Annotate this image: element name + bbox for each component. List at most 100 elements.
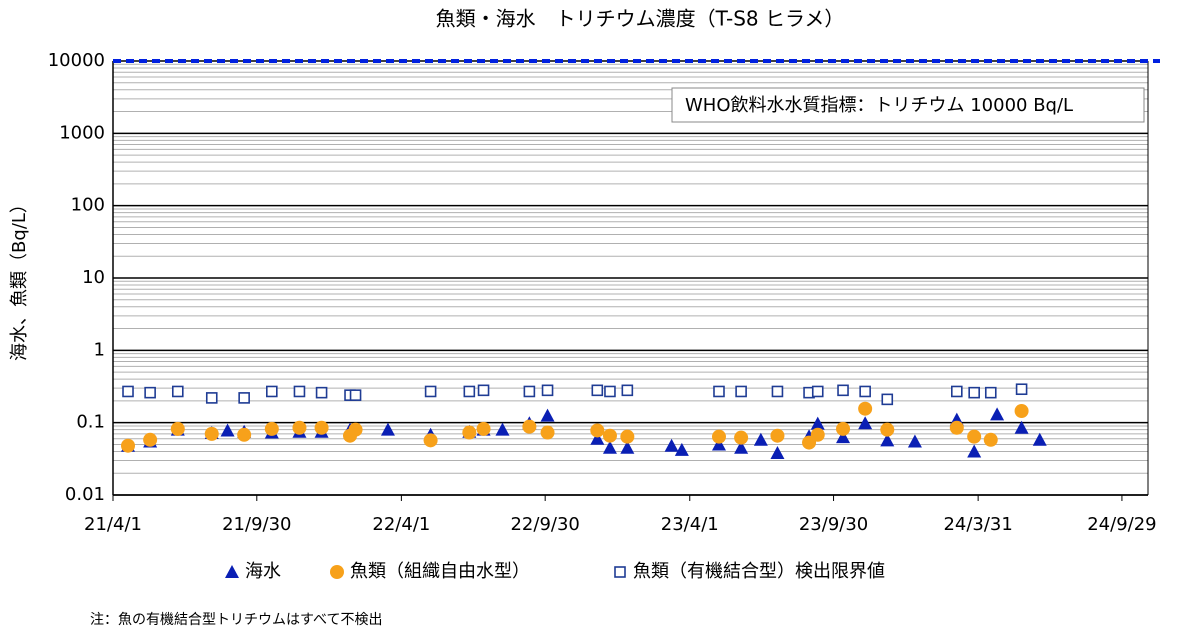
chart-title: 魚類・海水 トリチウム濃度（T-S8 ヒラメ） [436, 7, 845, 31]
square-marker [238, 392, 250, 404]
x-tick-label: 23/9/30 [799, 514, 868, 535]
triangle-marker [380, 422, 395, 436]
circle-marker [734, 430, 749, 445]
annotation: WHO飲料水水質指標：トリチウム 10000 Bq/L [685, 95, 1073, 116]
triangle-marker [734, 440, 749, 454]
circle-marker [967, 429, 982, 444]
square-marker [424, 385, 437, 398]
circle-marker [237, 427, 252, 442]
circle-marker [540, 425, 555, 440]
circle-marker [314, 420, 329, 435]
circle-marker [770, 428, 785, 443]
square-marker [144, 386, 156, 399]
x-tick-label: 24/9/29 [1087, 514, 1156, 535]
triangle-marker [220, 423, 235, 437]
circle-marker [949, 420, 964, 435]
triangle-marker [967, 444, 982, 458]
square-marker [771, 385, 784, 398]
triangle-marker [602, 440, 617, 454]
y-tick-label: 0.01 [65, 484, 105, 505]
square-marker [859, 385, 871, 398]
circle-marker [836, 421, 851, 436]
circle-marker [858, 401, 873, 416]
circle-marker [983, 432, 998, 447]
square-marker [614, 566, 626, 578]
square-marker [315, 386, 328, 399]
triangle-marker [836, 430, 851, 444]
square-marker [171, 385, 184, 398]
x-tick-label: 21/9/30 [222, 514, 291, 535]
triangle-marker [880, 433, 895, 447]
circle-marker [590, 423, 605, 438]
y-tick-label: 1 [94, 339, 105, 360]
circle-marker [522, 419, 537, 434]
x-tick-label: 22/9/30 [510, 514, 579, 535]
triangle-marker [1032, 432, 1047, 446]
square-marker [463, 385, 476, 398]
y-axis-label: 海水、魚類（Bq/L） [9, 195, 30, 361]
square-marker [477, 384, 490, 397]
x-tick-label: 24/3/31 [943, 514, 1012, 535]
square-marker [1015, 383, 1028, 396]
circle-marker [330, 565, 344, 579]
square-marker [968, 386, 980, 399]
annotation-box [671, 87, 1145, 123]
triangle-marker [753, 432, 768, 446]
square-marker [293, 385, 306, 398]
y-tick-label: 0.1 [76, 412, 105, 433]
circle-marker [1014, 403, 1029, 418]
triangle-marker [620, 440, 635, 454]
triangle-marker [1014, 420, 1029, 434]
square-marker [541, 384, 554, 397]
triangle-marker [495, 422, 510, 436]
x-tick-label: 21/4/1 [84, 514, 142, 535]
circle-marker [143, 432, 158, 447]
circle-marker [810, 427, 825, 442]
square-marker [811, 385, 824, 398]
y-tick-label: 1000 [59, 122, 105, 143]
triangle-marker [858, 416, 873, 430]
triangle-marker [674, 442, 689, 456]
triangle-marker [225, 565, 239, 578]
circle-marker [620, 429, 635, 444]
triangle-marker [770, 446, 785, 460]
square-marker [205, 392, 218, 404]
x-tick-label: 22/4/1 [372, 514, 430, 535]
circle-marker [121, 438, 136, 453]
square-marker [523, 385, 536, 398]
triangle-marker [711, 437, 726, 451]
square-marker [621, 384, 634, 397]
y-tick-label: 100 [71, 195, 105, 216]
circle-marker [462, 425, 477, 440]
circle-marker [476, 421, 491, 436]
legend-label: 魚類（組織自由水型） [350, 561, 530, 582]
circle-marker [170, 421, 185, 436]
square-marker [837, 384, 849, 397]
triangle-marker [990, 407, 1005, 421]
circle-marker [602, 428, 617, 443]
square-marker [881, 393, 894, 406]
legend-label: 海水 [245, 561, 281, 582]
circle-marker [423, 433, 438, 448]
y-tick-label: 10 [82, 267, 105, 288]
circle-marker [711, 429, 726, 444]
note: 注：魚の有機結合型トリチウムはすべて不検出 [90, 612, 382, 628]
circle-marker [292, 420, 307, 435]
triangle-marker [907, 434, 922, 448]
circle-marker [880, 422, 895, 437]
triangle-marker [810, 416, 825, 430]
triangle-marker [540, 408, 555, 422]
legend-label: 魚類（有機結合型）検出限界値 [633, 561, 885, 582]
circle-marker [264, 421, 279, 436]
square-marker [713, 385, 725, 398]
square-marker [591, 384, 604, 397]
circle-marker [204, 426, 219, 441]
x-tick-label: 23/4/1 [661, 514, 719, 535]
square-marker [266, 385, 278, 398]
square-marker [735, 385, 747, 398]
square-marker [349, 389, 362, 401]
square-marker [604, 385, 616, 398]
y-tick-label: 10000 [48, 50, 105, 71]
triangle-marker [590, 431, 605, 445]
